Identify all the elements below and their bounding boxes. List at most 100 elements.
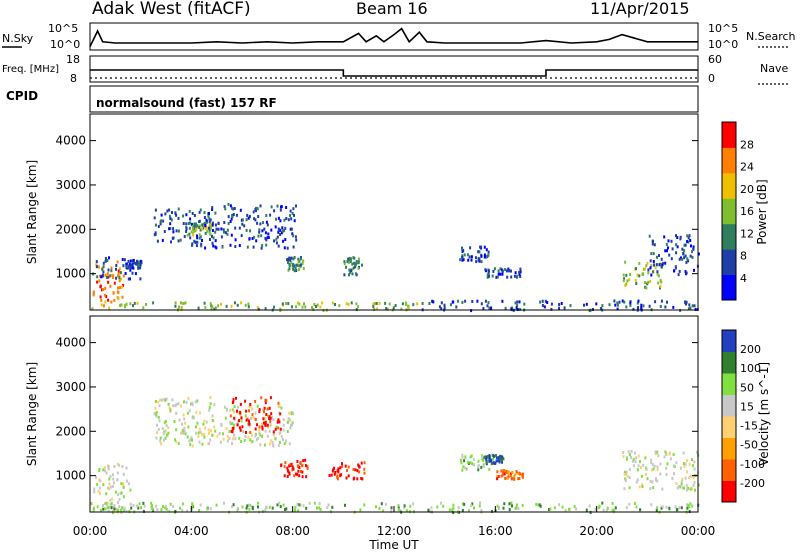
search-tick-bottom: 10^0: [708, 38, 738, 51]
data-cell: [107, 509, 110, 513]
data-cell: [254, 427, 257, 431]
data-cell: [685, 300, 688, 304]
data-cell: [628, 502, 631, 506]
data-cell: [640, 466, 642, 469]
data-cell: [665, 466, 668, 470]
data-cell: [463, 459, 466, 463]
data-cell: [668, 506, 671, 510]
data-cell: [644, 281, 647, 284]
data-cell: [153, 233, 156, 237]
data-cell: [123, 506, 126, 510]
data-cell: [626, 457, 628, 461]
data-cell: [295, 204, 297, 208]
data-cell: [272, 418, 275, 422]
data-cell: [452, 511, 455, 515]
data-cell: [345, 302, 348, 306]
data-cell: [233, 416, 236, 420]
data-cell: [347, 260, 350, 264]
data-cell: [111, 497, 114, 501]
data-cell: [629, 303, 632, 307]
data-cell: [297, 257, 300, 261]
data-cell: [121, 285, 124, 289]
data-cell: [263, 406, 266, 410]
data-cell: [135, 504, 138, 508]
data-cell: [93, 490, 96, 494]
data-cell: [508, 502, 511, 506]
data-cell: [239, 428, 242, 432]
data-cell: [167, 402, 170, 406]
data-cell: [204, 224, 207, 228]
data-cell: [585, 508, 588, 512]
data-cell: [687, 240, 690, 244]
data-cell: [606, 506, 609, 510]
data-cell: [177, 239, 180, 243]
data-cell: [460, 461, 463, 465]
data-cell: [108, 487, 111, 491]
data-cell: [198, 427, 201, 431]
data-cell: [277, 216, 280, 220]
freq-label: Freq. [MHz]: [2, 64, 59, 75]
data-cell: [279, 427, 282, 431]
data-cell: [285, 507, 288, 511]
data-cell: [266, 414, 269, 418]
data-cell: [208, 408, 211, 412]
colorbar-tick-label: 24: [740, 161, 754, 174]
data-cell: [343, 260, 346, 264]
data-cell: [496, 474, 499, 478]
data-cell: [170, 218, 173, 222]
data-cell: [270, 439, 273, 443]
data-cell: [480, 302, 483, 306]
data-cell: [211, 223, 214, 227]
data-cell: [288, 256, 291, 260]
data-cell: [137, 506, 140, 510]
data-cell: [207, 428, 210, 432]
data-cell: [196, 421, 199, 425]
data-cell: [265, 413, 268, 416]
data-cell: [109, 502, 112, 506]
data-cell: [693, 268, 695, 272]
data-cell: [126, 265, 129, 268]
data-cell: [664, 450, 667, 454]
data-cell: [121, 295, 124, 299]
data-cell: [116, 290, 119, 294]
cpid-panel: CPID normalsound (fast) 157 RF: [6, 85, 699, 113]
data-cell: [258, 408, 261, 412]
data-cell: [616, 307, 619, 311]
data-cell: [683, 486, 686, 490]
data-cell: [504, 306, 507, 310]
data-cell: [461, 300, 464, 304]
data-cell: [651, 468, 653, 472]
data-cell: [492, 269, 495, 273]
data-cell: [288, 464, 291, 468]
data-cell: [676, 486, 679, 490]
data-cell: [248, 422, 251, 426]
data-cell: [274, 225, 277, 229]
data-cell: [211, 433, 214, 437]
data-cell: [334, 471, 337, 474]
data-cell: [186, 435, 189, 439]
data-cell: [162, 438, 165, 442]
data-cell: [497, 269, 500, 273]
data-cell: [487, 253, 490, 257]
data-cell: [260, 234, 263, 238]
data-cell: [234, 226, 237, 230]
data-cell: [258, 410, 261, 414]
data-cell: [642, 304, 645, 308]
data-cell: [665, 473, 668, 477]
data-cell: [177, 402, 180, 406]
data-cell: [340, 473, 343, 477]
data-cell: [457, 299, 460, 303]
data-cell: [461, 509, 464, 512]
data-cell: [254, 400, 257, 403]
data-cell: [438, 305, 441, 309]
data-cell: [348, 256, 351, 260]
data-cell: [292, 467, 295, 471]
data-cell: [644, 285, 647, 289]
data-cell: [497, 459, 500, 463]
data-cell: [652, 270, 655, 274]
data-cell: [339, 466, 342, 470]
data-cell: [468, 509, 470, 513]
data-cell: [109, 274, 112, 278]
data-cell: [194, 425, 197, 429]
